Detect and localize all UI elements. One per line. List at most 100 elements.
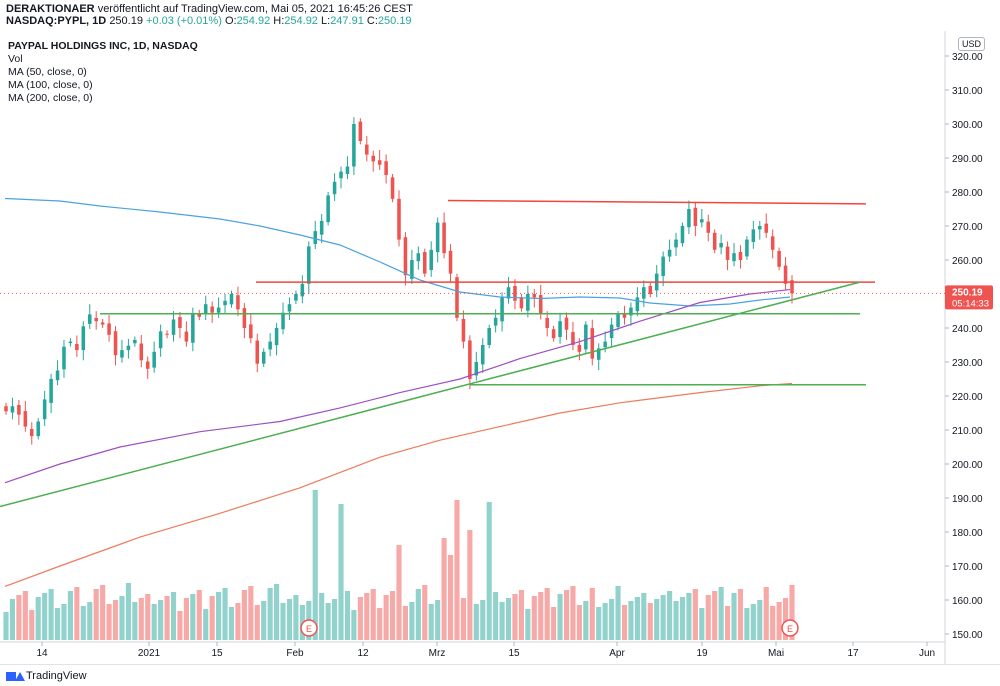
symbol-label[interactable]: NASDAQ:PYPL, 1D — [6, 15, 107, 27]
candle-body — [158, 331, 163, 349]
author-name[interactable]: DERAKTIONAER — [6, 3, 95, 15]
ma200-line — [4, 382, 793, 587]
candle-body — [17, 405, 21, 415]
price-tick-label: 310.00 — [952, 86, 983, 97]
earnings-marker-icon[interactable] — [300, 619, 318, 637]
volume-bar — [705, 595, 711, 640]
price-tick-label: 210.00 — [952, 426, 983, 437]
candle-body — [622, 314, 627, 318]
volume-bar — [467, 530, 473, 640]
time-tick-label: Jun — [919, 648, 935, 659]
candle-body — [68, 341, 73, 344]
volume-bar — [370, 589, 376, 640]
candle-body — [751, 229, 756, 242]
volume-bar — [158, 600, 164, 640]
volume-bar — [499, 602, 505, 640]
legend-item-ma200[interactable]: MA (200, close, 0) — [8, 92, 93, 104]
volume-bar — [654, 599, 660, 640]
price-tick-label: 150.00 — [952, 630, 983, 641]
price-tick-label: 200.00 — [952, 460, 983, 471]
candle-body — [249, 324, 253, 339]
volume-bar — [576, 605, 582, 640]
volume-bar — [325, 603, 331, 640]
volume-bar — [351, 610, 357, 640]
candle-body — [596, 348, 601, 360]
volume-bar — [293, 595, 299, 640]
candle-body — [236, 295, 240, 310]
legend-item-vol[interactable]: Vol — [8, 53, 23, 65]
candle-body — [55, 370, 60, 381]
volume-bar — [132, 602, 138, 640]
volume-bar — [222, 588, 228, 640]
legend-item-ma100[interactable]: MA (100, close, 0) — [8, 79, 93, 91]
volume-bar — [460, 598, 466, 640]
time-tick-label: 19 — [696, 648, 708, 659]
currency-badge[interactable]: USD — [958, 37, 986, 51]
volume-bar — [428, 604, 434, 640]
candle-body — [184, 331, 189, 342]
volume-bar — [563, 590, 570, 640]
candle-body — [687, 209, 691, 228]
volume-bar — [67, 591, 73, 640]
candle-body — [281, 312, 285, 330]
candle-body — [551, 329, 556, 339]
candle-body — [326, 195, 330, 223]
candle-body — [790, 280, 794, 294]
volume-bar — [119, 596, 125, 640]
volume-bar — [544, 588, 550, 640]
candle-body — [210, 306, 214, 313]
last-price-badge — [945, 285, 993, 310]
volume-bar — [409, 602, 415, 640]
candle-body — [616, 314, 620, 327]
candle-body — [455, 277, 459, 318]
volume-bar — [319, 593, 325, 640]
candle-body — [745, 239, 749, 257]
candle-body — [403, 237, 408, 276]
candle-body — [352, 124, 356, 167]
volume-bar — [42, 593, 48, 640]
last-price-label: 250.19 — [952, 287, 983, 298]
price-tick-label: 270.00 — [952, 222, 983, 233]
volume-bar — [216, 592, 222, 640]
candle-body — [42, 399, 47, 420]
time-tick-label: 17 — [847, 648, 859, 659]
volume-bar — [209, 596, 215, 640]
candle-body — [480, 345, 485, 365]
volume-bar — [364, 593, 370, 640]
legend-title[interactable]: PAYPAL HOLDINGS INC, 1D, NASDAQ — [8, 40, 198, 52]
candle-body — [474, 362, 479, 376]
candle-body — [107, 323, 111, 335]
candle-body — [526, 294, 530, 311]
candle-body — [513, 286, 517, 301]
candle-body — [674, 239, 678, 248]
candle-body — [500, 297, 504, 322]
volume-bar — [112, 600, 119, 640]
legend-item-ma50[interactable]: MA (50, close, 0) — [8, 66, 87, 78]
candle-body — [49, 379, 53, 403]
earnings-marker-label: E — [787, 624, 793, 634]
earnings-marker-icon[interactable] — [781, 619, 799, 637]
candle-body — [339, 171, 343, 179]
volume-bar — [170, 592, 177, 640]
volume-bar — [789, 585, 795, 640]
candle-body — [667, 249, 672, 257]
price-tick-label: 260.00 — [952, 256, 983, 267]
price-tick-label: 320.00 — [952, 52, 983, 63]
ma100-line — [4, 288, 791, 484]
volume-bar — [718, 587, 724, 640]
price-tick-label: 290.00 — [952, 154, 983, 165]
candle-body — [268, 341, 272, 350]
high-value: 254.92 — [284, 15, 318, 27]
candle-body — [435, 222, 440, 253]
low-label: L: — [321, 15, 331, 27]
candle-body — [725, 246, 730, 260]
candle-body — [113, 331, 118, 356]
volume-bar — [48, 589, 54, 640]
footer-brand[interactable]: TradingView — [26, 669, 87, 682]
volume-bar — [518, 590, 524, 640]
candle-body — [442, 222, 446, 254]
tradingview-logo-icon[interactable] — [6, 670, 25, 682]
candle-body — [365, 144, 369, 155]
time-tick-label: 12 — [357, 648, 369, 659]
